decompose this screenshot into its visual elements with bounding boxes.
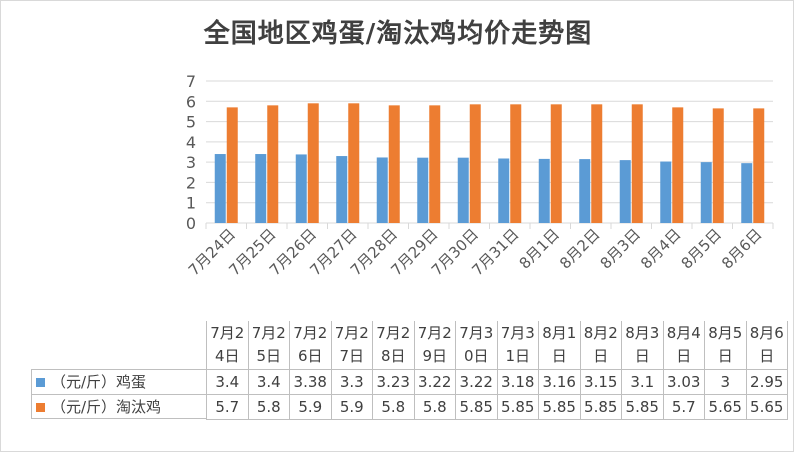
table-value-cell: 3 [704, 369, 747, 395]
bar-hen [388, 105, 400, 223]
y-tick-label: 1 [186, 194, 196, 213]
bar-hen [753, 108, 765, 223]
table-value-cell: 3.23 [372, 369, 415, 395]
legend-entry: （元/斤）鸡蛋 [36, 370, 204, 394]
table-header-cell: 8月2 日 [579, 321, 622, 370]
bar-egg [579, 159, 591, 223]
legend-label: （元/斤）鸡蛋 [51, 373, 147, 391]
table-header-cell: 8月3 日 [621, 321, 664, 370]
x-tick-label: 8月2日 [556, 225, 603, 272]
table-row: 5.7 5.8 5.9 5.9 5.8 5.8 5.85 5.85 5.85 5.85 5.85 5.… [206, 394, 788, 420]
bar-hen [550, 104, 562, 223]
x-tick-label: 8月1日 [516, 225, 563, 272]
bar-egg [700, 162, 712, 223]
bar-hen [226, 107, 238, 223]
x-tick-label: 8月6日 [718, 225, 765, 272]
table-value-cell: 5.85 [621, 394, 664, 420]
bar-hen [267, 105, 279, 223]
legend-border [31, 369, 207, 419]
bar-egg [255, 154, 267, 223]
y-tick-label: 3 [186, 153, 196, 172]
legend-entry: （元/斤）淘汰鸡 [36, 395, 204, 419]
bar-egg [417, 157, 429, 223]
bar-egg [376, 157, 388, 223]
bar-hen [307, 103, 319, 223]
bar-egg [619, 160, 631, 223]
bar-hen [348, 103, 360, 223]
table-header-cell: 7月3 0日 [455, 321, 498, 370]
legend-swatch [36, 403, 45, 412]
bar-egg [498, 158, 510, 223]
table-value-cell: 3.16 [538, 369, 581, 395]
data-table: 7月2 4日 7月2 5日 7月2 6日 7月2 7日 7月2 8日 7月2 9日 7月3 0日 7月3 1日… [206, 321, 788, 420]
legend-divider [32, 394, 207, 395]
bar-egg [538, 158, 550, 223]
y-tick-label: 7 [186, 72, 196, 91]
table-value-cell: 5.8 [413, 394, 456, 420]
y-tick-label: 2 [186, 173, 196, 192]
table-value-cell: 3.38 [289, 369, 332, 395]
bar-egg [660, 161, 672, 223]
table-value-cell: 5.8 [247, 394, 290, 420]
table-value-cell: 5.9 [330, 394, 373, 420]
table-value-cell: 5.65 [704, 394, 747, 420]
x-tick-label: 8月4日 [637, 225, 684, 272]
table-value-cell: 5.7 [206, 394, 249, 420]
table-header-cell: 7月2 5日 [247, 321, 290, 370]
table-value-cell: 5.85 [579, 394, 622, 420]
table-value-cell: 3.3 [330, 369, 373, 395]
table-header-cell: 7月2 9日 [413, 321, 456, 370]
table-value-cell: 2.95 [745, 369, 788, 395]
bar-hen [712, 108, 724, 223]
table-value-cell: 3.18 [496, 369, 539, 395]
table-header-cell: 7月2 8日 [372, 321, 415, 370]
bar-hen [469, 104, 481, 223]
table-value-cell: 3.15 [579, 369, 622, 395]
table-header-cell: 7月2 7日 [330, 321, 373, 370]
table-header-cell: 8月4 日 [662, 321, 705, 370]
bar-hen [429, 105, 441, 223]
table-header-cell: 7月2 4日 [206, 321, 249, 370]
bar-egg [214, 154, 226, 223]
bar-egg [336, 156, 348, 223]
bar-hen [510, 104, 522, 223]
table-header-row: 7月2 4日 7月2 5日 7月2 6日 7月2 7日 7月2 8日 7月2 9日 7月3 0日 7月3 1日… [206, 321, 788, 370]
table-header-cell: 8月1 日 [538, 321, 581, 370]
table-value-cell: 5.85 [496, 394, 539, 420]
table-value-cell: 3.4 [247, 369, 290, 395]
legend-label: （元/斤）淘汰鸡 [51, 398, 162, 416]
chart-title: 全国地区鸡蛋/淘汰鸡均价走势图 [203, 19, 593, 49]
bar-egg [741, 163, 753, 223]
bar-egg [457, 157, 469, 223]
table-value-cell: 3.03 [662, 369, 705, 395]
bar-hen [631, 104, 643, 223]
x-tick-label: 8月3日 [597, 225, 644, 272]
table-value-cell: 5.9 [289, 394, 332, 420]
table-header-cell: 8月6 日 [745, 321, 788, 370]
table-value-cell: 5.85 [538, 394, 581, 420]
table-value-cell: 5.65 [745, 394, 788, 420]
y-tick-label: 0 [186, 214, 196, 233]
table-value-cell: 3.1 [621, 369, 664, 395]
y-tick-label: 4 [186, 133, 196, 152]
bar-egg [295, 154, 307, 223]
y-tick-label: 6 [186, 92, 196, 111]
table-header-cell: 7月3 1日 [496, 321, 539, 370]
table-value-cell: 3.22 [413, 369, 456, 395]
table-value-cell: 3.22 [455, 369, 498, 395]
legend-swatch [36, 378, 45, 387]
table-row: 3.4 3.4 3.38 3.3 3.23 3.22 3.22 3.18 3.16 3.15 3.1… [206, 369, 788, 395]
table-value-cell: 5.8 [372, 394, 415, 420]
x-tick-label: 8月5日 [678, 225, 725, 272]
bar-hen [672, 107, 684, 223]
bar-hen [591, 104, 603, 223]
y-tick-label: 5 [186, 113, 196, 132]
table-header-cell: 7月2 6日 [289, 321, 332, 370]
table-value-cell: 5.85 [455, 394, 498, 420]
table-header-cell: 8月5 日 [704, 321, 747, 370]
table-value-cell: 3.4 [206, 369, 249, 395]
table-value-cell: 5.7 [662, 394, 705, 420]
